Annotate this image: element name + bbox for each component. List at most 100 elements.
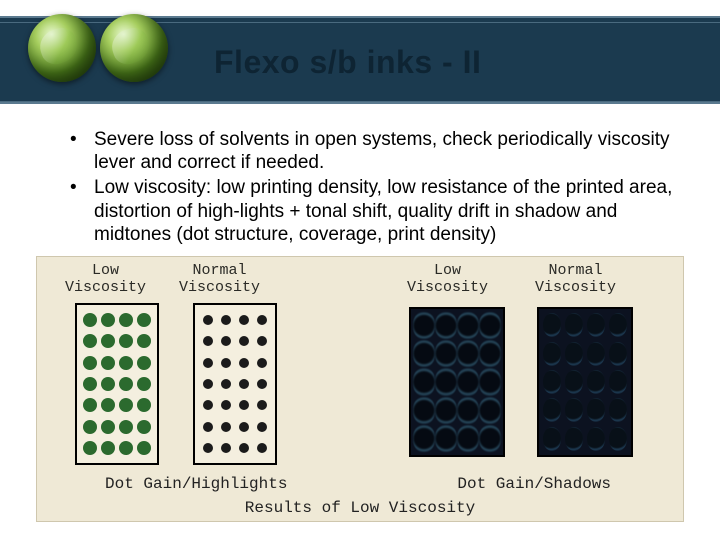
- dot: [101, 441, 115, 455]
- shadow-dot: [413, 396, 435, 424]
- dot: [203, 443, 213, 453]
- shadow-dot: [607, 368, 629, 396]
- label-low-viscosity: Low Viscosity: [65, 263, 146, 296]
- dot: [137, 398, 151, 412]
- bullet-list: Severe loss of solvents in open systems,…: [56, 128, 680, 248]
- leaf-sphere-icon: [100, 14, 168, 82]
- dot: [137, 441, 151, 455]
- caption-main: Results of Low Viscosity: [245, 499, 475, 517]
- dot: [221, 400, 231, 410]
- shadow-dot: [541, 311, 563, 339]
- bullet-item: Severe loss of solvents in open systems,…: [56, 128, 680, 174]
- shadow-dot: [541, 339, 563, 367]
- dot: [257, 358, 267, 368]
- dot: [221, 358, 231, 368]
- shadow-dot: [585, 368, 607, 396]
- dot-grid: [201, 311, 269, 457]
- bullet-item: Low viscosity: low printing density, low…: [56, 176, 680, 246]
- caption-shadows: Dot Gain/Shadows: [457, 475, 611, 493]
- shadow-dot: [563, 396, 585, 424]
- shadow-dot: [479, 425, 501, 453]
- shadow-dot: [563, 339, 585, 367]
- dot: [203, 336, 213, 346]
- dot: [257, 443, 267, 453]
- dot: [257, 379, 267, 389]
- dot: [83, 420, 97, 434]
- shadow-dot: [457, 311, 479, 339]
- dot: [101, 313, 115, 327]
- dot: [83, 313, 97, 327]
- shadow-dot: [435, 311, 457, 339]
- shadow-dot: [457, 396, 479, 424]
- shadow-dot: [585, 396, 607, 424]
- dot: [221, 315, 231, 325]
- shadow-dot: [435, 396, 457, 424]
- dot: [101, 334, 115, 348]
- shadow-dot: [563, 368, 585, 396]
- dot: [83, 398, 97, 412]
- shadow-dot: [413, 425, 435, 453]
- dot: [203, 315, 213, 325]
- dot: [137, 356, 151, 370]
- shadow-dot: [563, 311, 585, 339]
- dot: [239, 336, 249, 346]
- dot: [101, 377, 115, 391]
- dot: [119, 313, 133, 327]
- label-low-viscosity: Low Viscosity: [407, 263, 488, 296]
- shadow-dot: [457, 425, 479, 453]
- dot: [101, 420, 115, 434]
- dot: [119, 334, 133, 348]
- dot: [101, 398, 115, 412]
- label-normal-viscosity: Normal Viscosity: [535, 263, 616, 296]
- dot: [203, 379, 213, 389]
- dot: [239, 315, 249, 325]
- shadow-dot: [585, 339, 607, 367]
- dot: [257, 315, 267, 325]
- shadow-dot: [479, 339, 501, 367]
- shadow-dot: [435, 368, 457, 396]
- dot: [119, 441, 133, 455]
- shadow-dot: [457, 339, 479, 367]
- dot: [203, 358, 213, 368]
- shadow-dot: [607, 339, 629, 367]
- shadow-dot: [607, 311, 629, 339]
- dot: [83, 377, 97, 391]
- panel-highlights-normal: [193, 303, 277, 465]
- shadow-grid: [541, 311, 629, 453]
- dot: [119, 398, 133, 412]
- dot: [119, 377, 133, 391]
- shadow-dot: [435, 339, 457, 367]
- dot: [119, 420, 133, 434]
- dot: [239, 422, 249, 432]
- dot: [137, 420, 151, 434]
- dot: [83, 334, 97, 348]
- viscosity-figure: Low Viscosity Normal Viscosity Low Visco…: [36, 256, 684, 522]
- dot: [257, 400, 267, 410]
- dot: [221, 422, 231, 432]
- caption-highlights: Dot Gain/Highlights: [105, 475, 287, 493]
- dot: [239, 400, 249, 410]
- dot: [239, 379, 249, 389]
- dot: [221, 336, 231, 346]
- shadow-grid: [413, 311, 501, 453]
- shadow-dot: [607, 425, 629, 453]
- dot: [257, 422, 267, 432]
- dot-grid: [83, 311, 151, 457]
- shadow-dot: [541, 425, 563, 453]
- label-normal-viscosity: Normal Viscosity: [179, 263, 260, 296]
- shadow-dot: [479, 368, 501, 396]
- shadow-dot: [607, 396, 629, 424]
- dot: [137, 334, 151, 348]
- panel-shadows-low: [409, 307, 505, 457]
- panel-shadows-normal: [537, 307, 633, 457]
- shadow-dot: [585, 425, 607, 453]
- dot: [203, 400, 213, 410]
- dot: [203, 422, 213, 432]
- dot: [221, 443, 231, 453]
- shadow-dot: [585, 311, 607, 339]
- shadow-dot: [479, 311, 501, 339]
- logo-group: [28, 14, 168, 82]
- dot: [239, 443, 249, 453]
- header-band: Flexo s/b inks - II: [0, 16, 720, 104]
- dot: [137, 377, 151, 391]
